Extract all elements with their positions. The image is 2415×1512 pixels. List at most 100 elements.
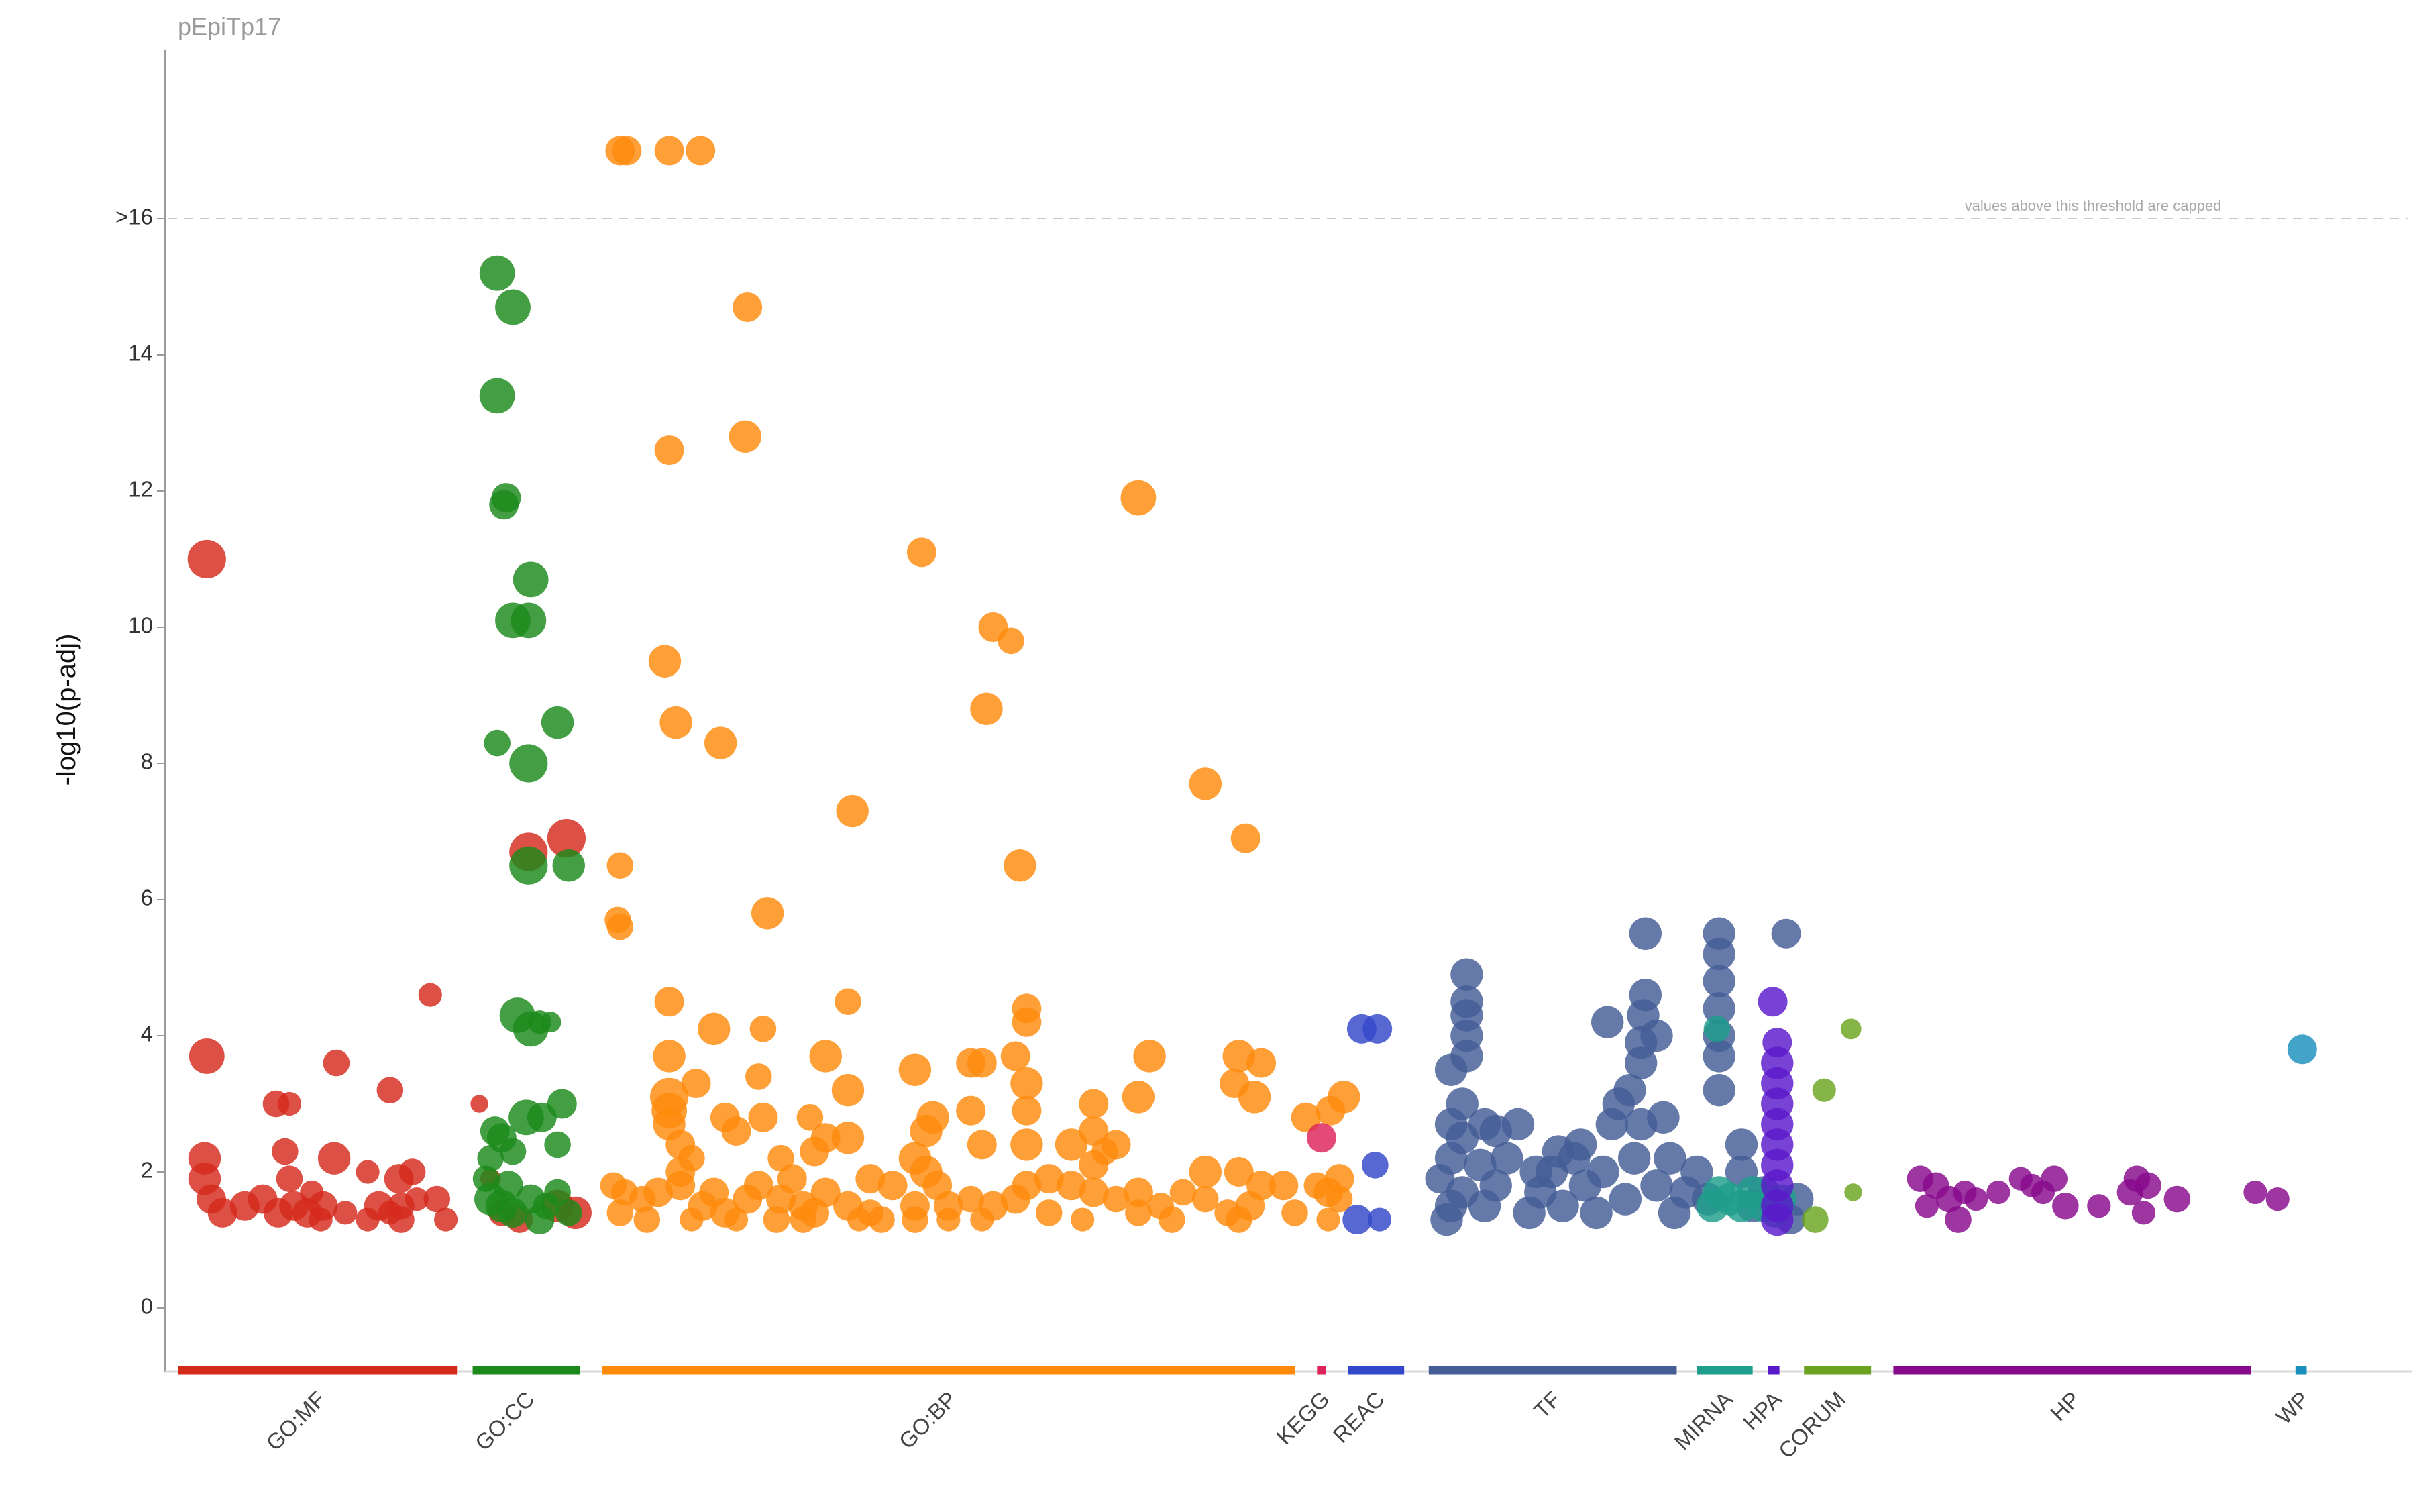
data-point-8-2[interactable] — [1840, 1018, 1862, 1040]
data-point-0-27[interactable] — [398, 1158, 426, 1185]
data-point-5-47[interactable] — [1703, 992, 1735, 1025]
data-point-2-101[interactable] — [957, 1185, 984, 1213]
data-point-2-104[interactable] — [1012, 1171, 1042, 1201]
data-point-2-80[interactable] — [1326, 1185, 1353, 1213]
data-point-2-23[interactable] — [654, 987, 684, 1017]
data-point-2-13[interactable] — [704, 726, 737, 759]
data-point-5-17[interactable] — [1468, 1108, 1501, 1141]
data-point-0-18[interactable] — [333, 1201, 358, 1225]
data-point-2-122[interactable] — [790, 1206, 817, 1233]
data-point-2-107[interactable] — [1079, 1177, 1109, 1207]
data-point-2-48[interactable] — [1291, 1102, 1321, 1132]
data-point-5-65[interactable] — [1464, 1148, 1497, 1182]
data-point-2-16[interactable] — [1189, 767, 1222, 800]
data-point-9-1[interactable] — [1915, 1194, 1939, 1218]
data-point-2-135[interactable] — [898, 1142, 932, 1175]
data-point-5-63[interactable] — [1725, 1128, 1758, 1161]
data-point-9-11[interactable] — [2087, 1194, 2111, 1218]
data-point-2-7[interactable] — [1120, 480, 1157, 516]
data-point-5-42[interactable] — [1680, 1155, 1713, 1189]
data-point-1-33[interactable] — [480, 1116, 510, 1146]
data-point-0-12[interactable] — [272, 1138, 299, 1165]
data-point-0-0[interactable] — [187, 539, 226, 579]
data-point-2-6[interactable] — [729, 420, 762, 453]
data-point-2-21[interactable] — [606, 913, 634, 940]
data-point-5-64[interactable] — [1446, 1176, 1479, 1209]
data-point-2-36[interactable] — [681, 1069, 711, 1099]
data-point-2-126[interactable] — [936, 1207, 961, 1232]
data-point-9-15[interactable] — [2135, 1172, 2161, 1199]
data-point-2-136[interactable] — [777, 1164, 807, 1194]
data-point-5-50[interactable] — [1703, 917, 1735, 950]
data-point-8-1[interactable] — [1812, 1078, 1836, 1102]
data-point-2-11[interactable] — [648, 645, 682, 678]
data-point-0-31[interactable] — [434, 1207, 458, 1232]
data-point-2-26[interactable] — [1012, 1007, 1042, 1037]
data-point-2-108[interactable] — [1102, 1185, 1130, 1213]
data-point-5-60[interactable] — [1587, 1155, 1619, 1189]
data-point-2-12[interactable] — [659, 706, 692, 739]
data-point-1-2[interactable] — [479, 378, 515, 414]
data-point-2-18[interactable] — [1004, 849, 1036, 882]
data-point-4-2[interactable] — [1362, 1152, 1389, 1179]
data-point-0-15[interactable] — [317, 1142, 351, 1175]
data-point-2-31[interactable] — [653, 1040, 686, 1073]
data-point-5-62[interactable] — [1654, 1142, 1686, 1175]
data-point-5-57[interactable] — [1519, 1155, 1552, 1189]
data-point-1-30[interactable] — [525, 1205, 555, 1235]
data-point-5-61[interactable] — [1640, 1169, 1673, 1202]
data-point-1-23[interactable] — [477, 1144, 504, 1172]
data-point-2-47[interactable] — [1238, 1081, 1271, 1114]
data-point-2-119[interactable] — [680, 1207, 704, 1232]
data-point-5-6[interactable] — [1446, 1087, 1479, 1120]
data-point-2-57[interactable] — [1012, 1095, 1042, 1126]
data-point-0-40[interactable] — [356, 1160, 380, 1184]
data-point-2-112[interactable] — [1192, 1185, 1219, 1213]
data-point-2-30[interactable] — [809, 1040, 842, 1073]
data-point-6-0[interactable] — [1703, 1016, 1731, 1042]
data-point-9-10[interactable] — [2052, 1192, 2079, 1220]
data-point-1-8[interactable] — [484, 729, 511, 757]
data-point-2-70[interactable] — [1010, 1128, 1043, 1161]
data-point-1-7[interactable] — [511, 602, 547, 639]
data-point-9-18[interactable] — [2265, 1187, 2290, 1211]
data-point-2-130[interactable] — [1125, 1199, 1152, 1226]
data-point-5-25[interactable] — [1580, 1196, 1613, 1230]
data-point-9-17[interactable] — [2243, 1180, 2267, 1205]
data-point-2-116[interactable] — [1281, 1199, 1308, 1226]
data-point-2-41[interactable] — [1010, 1067, 1043, 1100]
data-point-2-123[interactable] — [847, 1207, 871, 1232]
data-point-5-18[interactable] — [1501, 1108, 1535, 1141]
data-point-0-25[interactable] — [323, 1049, 350, 1077]
data-point-2-5[interactable] — [654, 435, 684, 466]
data-point-1-5[interactable] — [513, 561, 549, 598]
data-point-2-118[interactable] — [633, 1206, 661, 1233]
data-point-1-34[interactable] — [493, 1171, 523, 1201]
data-point-1-19[interactable] — [527, 1102, 557, 1132]
data-point-1-1[interactable] — [495, 289, 531, 325]
data-point-0-17[interactable] — [277, 1091, 302, 1116]
data-point-2-29[interactable] — [1133, 1040, 1166, 1073]
data-point-2-75[interactable] — [1189, 1155, 1222, 1189]
data-point-4-3[interactable] — [1362, 1014, 1393, 1044]
data-point-5-48[interactable] — [1703, 965, 1735, 998]
data-point-2-105[interactable] — [1034, 1164, 1064, 1194]
data-point-9-20[interactable] — [2020, 1173, 2044, 1197]
data-point-0-24[interactable] — [388, 1206, 415, 1233]
data-point-4-0[interactable] — [1342, 1205, 1373, 1235]
data-point-7-10[interactable] — [1761, 1203, 1794, 1236]
data-point-1-11[interactable] — [509, 846, 548, 885]
data-point-1-22[interactable] — [544, 1131, 571, 1158]
data-point-1-10[interactable] — [541, 706, 574, 739]
data-point-2-60[interactable] — [1101, 1130, 1131, 1160]
data-point-2-69[interactable] — [967, 1130, 997, 1160]
data-point-2-10[interactable] — [998, 627, 1024, 655]
data-point-2-115[interactable] — [1269, 1171, 1299, 1201]
data-point-5-37[interactable] — [1629, 917, 1662, 950]
data-point-2-68[interactable] — [910, 1114, 943, 1148]
data-point-2-42[interactable] — [1079, 1089, 1109, 1119]
data-point-7-0[interactable] — [1758, 987, 1788, 1017]
data-point-5-29[interactable] — [1613, 1074, 1646, 1107]
data-point-1-0[interactable] — [479, 255, 515, 291]
data-point-5-54[interactable] — [1771, 918, 1801, 949]
